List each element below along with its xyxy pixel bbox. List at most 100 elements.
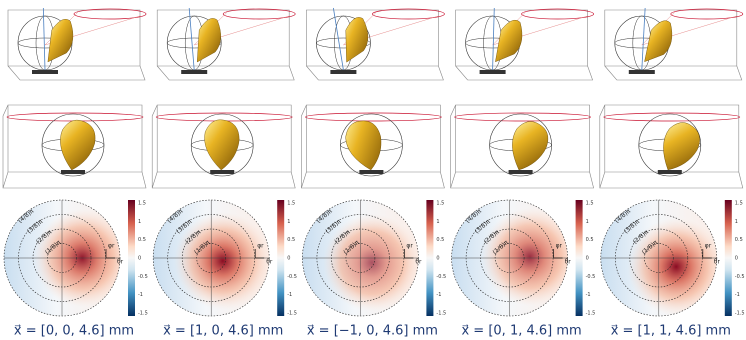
axis-label: φr <box>556 243 563 250</box>
beam <box>641 7 646 71</box>
gold-shape <box>345 17 369 63</box>
colorbar-tick: -1 <box>287 292 292 298</box>
red-ring <box>73 8 147 20</box>
plate <box>330 70 357 74</box>
colorbar-tick: 1 <box>436 219 439 225</box>
gold-shape <box>60 119 96 171</box>
colorbar-tick: -1.5 <box>586 311 596 317</box>
colorbar-tick: 1.5 <box>735 201 743 207</box>
colorbar-tick: 1 <box>586 219 589 225</box>
colorbar <box>426 200 434 316</box>
caption: x⃗ = [1, 1, 4.6] mm <box>611 324 731 339</box>
caption: x⃗ = [0, 0, 4.6] mm <box>14 324 134 339</box>
box-frame <box>7 9 146 81</box>
box-frame <box>604 9 743 81</box>
plate <box>628 70 655 74</box>
gold-shape <box>663 122 700 171</box>
colorbar-tick: 1.5 <box>436 201 444 207</box>
axis-arrow <box>105 249 115 259</box>
colorbar-tick: 0 <box>735 256 738 262</box>
sphere-wire <box>316 37 371 49</box>
red-ring <box>603 112 741 122</box>
box-frame <box>450 104 594 189</box>
colorbar <box>724 200 732 316</box>
colorbar-tick: 1 <box>138 219 141 225</box>
colorbar-tick: -0.5 <box>287 274 297 280</box>
colorbar-tick: 0 <box>436 256 439 262</box>
gold-shape <box>196 18 221 63</box>
colorbar-tick: 0.5 <box>138 237 146 243</box>
box-frame <box>306 9 444 81</box>
colorbar-tick: -0.5 <box>138 274 148 280</box>
axis-label: φr <box>705 243 712 250</box>
plate <box>479 70 506 74</box>
colorbar <box>575 200 583 316</box>
colorbar-tick: -1.5 <box>436 311 446 317</box>
gold-shape <box>47 19 74 63</box>
red-ring <box>454 112 591 122</box>
colorbar-tick: 0 <box>287 256 290 262</box>
colorbar <box>277 200 285 316</box>
colorbar-tick: -1 <box>586 292 591 298</box>
axis-label: θr <box>266 259 273 266</box>
beam <box>188 7 195 71</box>
box-frame <box>156 9 295 81</box>
colorbar-tick: -1 <box>735 292 740 298</box>
colorbar-tick: 0 <box>138 256 141 262</box>
red-ring <box>305 112 442 122</box>
plate <box>32 70 58 74</box>
gold-shape <box>204 119 240 171</box>
sphere-wire <box>166 37 222 49</box>
colorbar-tick: -1.5 <box>735 311 745 317</box>
beam <box>42 7 46 71</box>
colorbar-tick: -0.5 <box>735 274 745 280</box>
colorbar-tick: 0.5 <box>287 237 295 243</box>
colorbar-tick: 1 <box>287 219 290 225</box>
colorbar-tick: -1.5 <box>138 311 148 317</box>
colorbar-tick: -1 <box>436 292 441 298</box>
plate <box>508 170 533 174</box>
axis-arrow <box>254 249 265 259</box>
colorbar-tick: 1.5 <box>138 201 146 207</box>
box-frame <box>2 104 147 189</box>
colorbar-tick: -1.5 <box>287 311 297 317</box>
box-frame <box>151 104 296 189</box>
plate <box>61 170 85 174</box>
plate <box>181 70 208 74</box>
axis-label: φr <box>406 243 413 250</box>
plate <box>210 170 235 174</box>
caption: x⃗ = [0, 1, 4.6] mm <box>461 324 581 339</box>
beam <box>333 7 344 71</box>
axis-label: θr <box>714 259 721 266</box>
box-frame <box>599 104 744 189</box>
red-ring <box>222 8 296 20</box>
colorbar-tick: 1 <box>735 219 738 225</box>
colorbar-tick: -0.5 <box>586 274 596 280</box>
red-ring <box>670 8 744 20</box>
red-ring <box>372 8 445 20</box>
colorbar-tick: -0.5 <box>436 274 446 280</box>
colorbar <box>128 200 135 316</box>
colorbar-tick: 0.5 <box>735 237 743 243</box>
colorbar-tick: 1.5 <box>586 201 594 207</box>
box-frame <box>300 104 445 189</box>
caption: x⃗ = [1, 0, 4.6] mm <box>163 324 283 339</box>
axis-label: φr <box>108 243 115 250</box>
colorbar-tick: 0.5 <box>586 237 594 243</box>
axis-label: θr <box>415 259 422 266</box>
gold-shape <box>644 20 673 63</box>
red-ring <box>521 8 594 20</box>
box-frame <box>455 9 594 81</box>
axis-arrow <box>404 249 414 259</box>
colorbar-tick: 0 <box>586 256 589 262</box>
beam <box>492 7 495 71</box>
colorbar-tick: 1.5 <box>287 201 295 207</box>
gold-shape <box>512 121 549 171</box>
axis-arrow <box>553 249 563 259</box>
plate <box>359 170 384 174</box>
axis-label: φr <box>257 243 264 250</box>
plate <box>657 170 682 174</box>
gold-shape <box>345 120 382 171</box>
caption: x⃗ = [−1, 0, 4.6] mm <box>307 324 438 339</box>
